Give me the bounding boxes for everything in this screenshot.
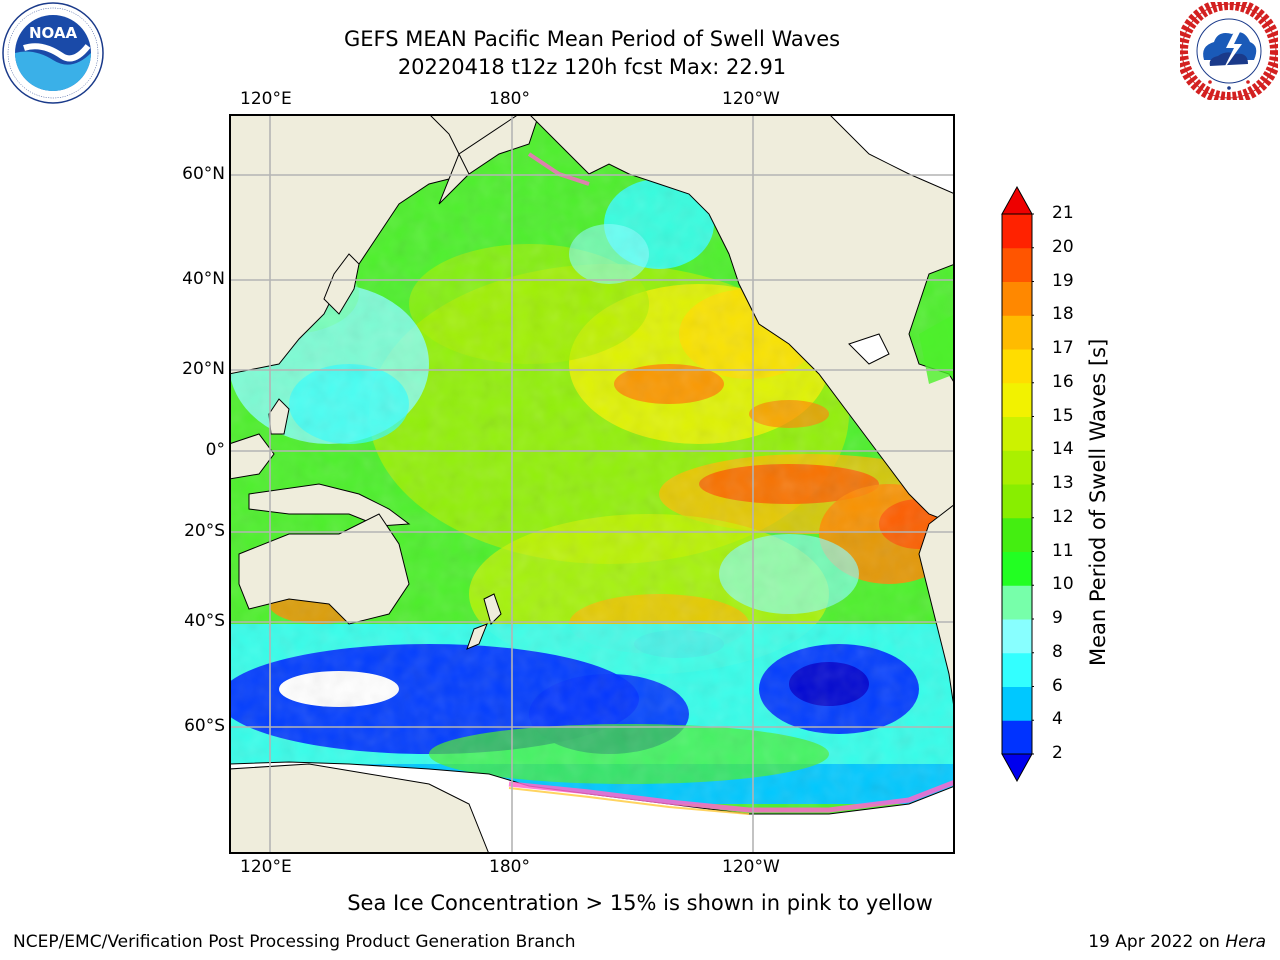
colorbar-tick-label: 4 [1052,709,1063,730]
colorbar-tick-label: 19 [1052,270,1074,291]
colorbar-tick-labels: 2 4 6 8 9 10 11 12 13 14 15 16 17 18 19 20 21 [1038,0,1098,960]
lon-label-top-120e: 120°E [240,89,292,109]
colorbar-tick-label: 12 [1052,506,1074,527]
colorbar-tick-label: 18 [1052,304,1074,325]
colorbar-swatch [1002,585,1032,620]
colorbar-swatch [1002,551,1032,586]
lon-label-bottom-120w: 120°W [722,857,780,877]
colorbar-swatch [1002,416,1032,451]
colorbar-swatch [1002,517,1032,552]
noaa-logo: NOAA [2,2,104,104]
colorbar-tick-label: 9 [1052,608,1063,628]
colorbar-swatch [1002,247,1032,282]
colorbar-swatch [1002,214,1032,249]
lat-label-20n: 20°N [182,359,225,379]
lat-label-40n: 40°N [182,269,225,289]
lon-label-bottom-180: 180° [489,857,530,877]
noaa-logo-text: NOAA [29,24,78,42]
lon-label-bottom-120e: 120°E [240,857,292,877]
colorbar-tick-label: 16 [1052,371,1074,392]
colorbar [1000,185,1036,783]
nws-logo [1176,0,1280,104]
colorbar-swatch [1002,315,1032,350]
colorbar-swatches [1001,185,1036,783]
colorbar-swatch [1002,652,1032,687]
colorbar-tick-label: 15 [1052,405,1074,426]
colorbar-swatch [1002,619,1032,654]
colorbar-swatch [1002,281,1032,316]
lat-label-20s: 20°S [184,521,225,541]
colorbar-swatch [1002,720,1032,755]
colorbar-tick-label: 21 [1052,203,1074,223]
colorbar-title: Mean Period of Swell Waves [s] [1086,338,1110,666]
colorbar-tick-label: 10 [1052,574,1074,595]
lat-label-60n: 60°N [182,164,225,184]
colorbar-swatch [1002,686,1032,721]
lat-label-0: 0° [205,440,225,460]
sea-ice-caption: Sea Ice Concentration > 15% is shown in … [347,891,933,915]
colorbar-tick-label: 2 [1052,743,1063,763]
footer-date-text: 19 Apr 2022 on [1088,932,1226,952]
colorbar-over-triangle [1001,185,1033,215]
colorbar-under-triangle [1001,753,1033,783]
lon-label-top-120w: 120°W [722,89,780,109]
colorbar-tick-label: 14 [1052,439,1074,460]
graticule [230,115,954,853]
colorbar-tick-label: 20 [1052,236,1074,257]
lon-label-top-180: 180° [489,89,530,109]
swell-period-map [229,114,955,854]
footer-date: 19 Apr 2022 on Hera [1088,932,1266,952]
colorbar-swatch [1002,450,1032,485]
plot-title: GEFS MEAN Pacific Mean Period of Swell W… [343,27,841,51]
colorbar-swatch [1002,382,1032,417]
colorbar-swatch [1002,484,1032,519]
footer-machine: Hera [1225,932,1266,952]
colorbar-swatch [1002,349,1032,384]
lat-label-40s: 40°S [184,611,225,631]
colorbar-tick-label: 6 [1052,675,1063,696]
lat-label-60s: 60°S [184,716,225,736]
colorbar-tick-label: 17 [1052,338,1074,358]
colorbar-tick-label: 8 [1052,641,1063,662]
map-panel [229,114,955,854]
colorbar-tick-label: 11 [1052,540,1074,561]
colorbar-tick-label: 13 [1052,473,1074,493]
plot-subtitle: 20220418 t12z 120h fcst Max: 22.91 [397,55,787,79]
footer-credit: NCEP/EMC/Verification Post Processing Pr… [13,932,576,952]
